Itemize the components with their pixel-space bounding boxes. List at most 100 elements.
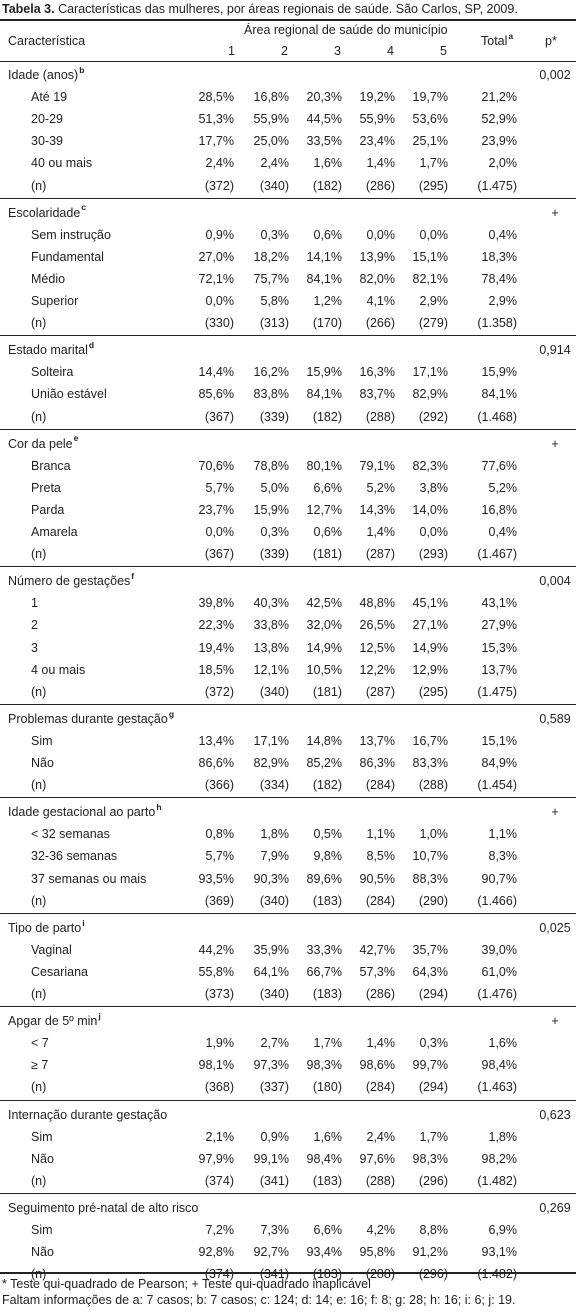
table-row: Até 19 28,5% 16,8% 20,3% 19,2% 19,7% 21,2% — [0, 86, 576, 108]
cell-area-5: 8,8% — [419, 1223, 449, 1237]
table-row: Sim 13,4% 17,1% 14,8% 13,7% 16,7% 15,1% — [0, 730, 576, 752]
table-row: Sem instrução 0,9% 0,3% 0,6% 0,0% 0,0% 0,4% — [0, 224, 576, 246]
cell-area-1: (366) — [204, 778, 234, 793]
cell-area-5: (294) — [418, 987, 448, 1001]
table-row: 40 ou mais 2,4% 2,4% 1,6% 1,4% 1,7% 2,0% — [0, 152, 576, 174]
cell-total: 84,9% — [481, 756, 517, 770]
cell-area-2: (313) — [259, 316, 289, 331]
cell-total: 2,0% — [488, 156, 518, 171]
header-area: Área regional de saúde do município — [244, 23, 448, 37]
cell-area-1: 85,6% — [198, 387, 234, 402]
cell-area-3: 1,6% — [313, 156, 343, 171]
cell-area-3: 0,6% — [313, 227, 343, 242]
cell-area-1: 0,0% — [205, 294, 235, 308]
cell-area-4: (284) — [365, 1080, 395, 1095]
cell-area-2: 25,0% — [253, 134, 289, 149]
cell-area-5: 64,3% — [412, 964, 448, 979]
group-separator — [0, 566, 576, 568]
cell-area-5: (292) — [418, 409, 448, 424]
cell-area-5: (279) — [418, 316, 448, 331]
cell-area-5: 10,7% — [412, 849, 448, 864]
cell-area-3: 33,3% — [306, 942, 342, 957]
table-row: Sim 2,1% 0,9% 1,6% 2,4% 1,7% 1,8% — [0, 1126, 576, 1148]
cell-area-4: 86,3% — [359, 756, 395, 770]
cell-total: (1.482) — [477, 1267, 517, 1282]
cell-area-4: 8,5% — [366, 849, 396, 864]
table-row: Superior 0,0% 5,8% 1,2% 4,1% 2,9% 2,9% — [0, 290, 576, 312]
cell-area-3: 6,6% — [313, 1223, 343, 1237]
row-label: União estável — [31, 387, 107, 402]
cell-area-1: (373) — [204, 987, 234, 1001]
table-row: (n) (372) (340) (182) (286) (295) (1.475) — [0, 175, 576, 197]
cell-area-5: 14,9% — [412, 640, 448, 655]
cell-area-4: 13,7% — [359, 733, 395, 748]
group-header-row: Internação durante gestação 0,623 — [0, 1104, 576, 1126]
cell-total: (1.454) — [477, 778, 517, 793]
cell-area-5: 0,0% — [419, 227, 449, 242]
cell-area-5: 14,0% — [412, 502, 448, 517]
row-label: Não — [31, 1245, 54, 1260]
cell-area-3: 14,9% — [306, 640, 342, 655]
cell-total: 2,9% — [488, 294, 518, 308]
cell-total: 15,9% — [481, 365, 517, 380]
table-row: Sim 7,2% 7,3% 6,6% 4,2% 8,8% 6,9% — [0, 1219, 576, 1241]
cell-area-2: 35,9% — [253, 942, 289, 957]
row-label: Preta — [31, 480, 61, 495]
cell-area-4: 79,1% — [359, 458, 395, 473]
cell-total: 78,4% — [481, 271, 517, 286]
cell-area-5: 82,1% — [412, 271, 448, 286]
cell-total: 27,9% — [481, 618, 517, 633]
row-label: Cesariana — [31, 964, 88, 979]
row-label: Não — [31, 1151, 54, 1166]
cell-area-3: (182) — [312, 409, 342, 424]
cell-area-4: (288) — [365, 1267, 395, 1282]
cell-area-2: 13,8% — [253, 640, 289, 655]
table-row: União estável 85,6% 83,8% 84,1% 83,7% 82,9% 84… — [0, 383, 576, 405]
cell-area-5: 83,3% — [412, 756, 448, 770]
table-row: Cesariana 55,8% 64,1% 66,7% 57,3% 64,3% 61,0% — [0, 961, 576, 983]
cell-area-3: (181) — [312, 547, 342, 562]
cell-area-5: (288) — [418, 778, 448, 793]
cell-total: 5,2% — [488, 480, 518, 495]
cell-area-1: 14,4% — [198, 365, 234, 380]
group-separator — [0, 428, 576, 430]
cell-area-3: 20,3% — [306, 90, 342, 105]
row-label: 3 — [31, 640, 38, 655]
row-label: < 32 semanas — [31, 827, 110, 842]
cell-area-1: 51,3% — [198, 112, 234, 127]
cell-area-4: (288) — [365, 1173, 395, 1188]
cell-area-4: 19,2% — [359, 90, 395, 105]
table-row: 37 semanas ou mais 93,5% 90,3% 89,6% 90,5% 88… — [0, 868, 576, 890]
cell-area-1: 22,3% — [198, 618, 234, 633]
cell-area-2: 12,1% — [253, 662, 289, 677]
cell-total: (1.467) — [477, 547, 517, 562]
cell-area-1: (369) — [204, 893, 234, 908]
table-row: (n) (373) (340) (183) (286) (294) (1.476) — [0, 983, 576, 1005]
row-label: 4 ou mais — [31, 662, 86, 677]
table-row: (n) (367) (339) (181) (287) (293) (1.467) — [0, 543, 576, 565]
header-rule — [0, 61, 576, 62]
cell-area-5: (295) — [418, 178, 448, 193]
cell-area-4: 26,5% — [359, 618, 395, 633]
cell-area-3: 42,5% — [306, 596, 342, 611]
cell-total: (1.358) — [477, 316, 517, 331]
cell-area-4: 1,4% — [366, 156, 396, 171]
cell-area-4: 98,6% — [359, 1058, 395, 1073]
cell-area-1: 70,6% — [198, 458, 234, 473]
table-row: 20-29 51,3% 55,9% 44,5% 55,9% 53,6% 52,9% — [0, 108, 576, 130]
cell-total: 1,1% — [488, 827, 518, 842]
cell-area-2: 16,2% — [253, 365, 289, 380]
group-label-footnote: d — [88, 340, 95, 351]
table-row: Vaginal 44,2% 35,9% 33,3% 42,7% 35,7% 39,0% — [0, 939, 576, 961]
group-label-text: Apgar de 5º min — [8, 1014, 98, 1029]
table-row: 30-39 17,7% 25,0% 33,5% 23,4% 25,1% 23,9% — [0, 130, 576, 152]
cell-area-3: 80,1% — [306, 458, 342, 473]
group-separator — [0, 1099, 576, 1101]
cell-total: 16,8% — [481, 502, 517, 517]
table-number: Tabela 3. — [2, 2, 55, 16]
cell-area-2: (337) — [259, 1080, 289, 1095]
cell-area-1: 2,1% — [205, 1129, 235, 1144]
cell-area-2: 2,7% — [260, 1036, 290, 1051]
cell-area-1: 0,8% — [205, 827, 235, 842]
